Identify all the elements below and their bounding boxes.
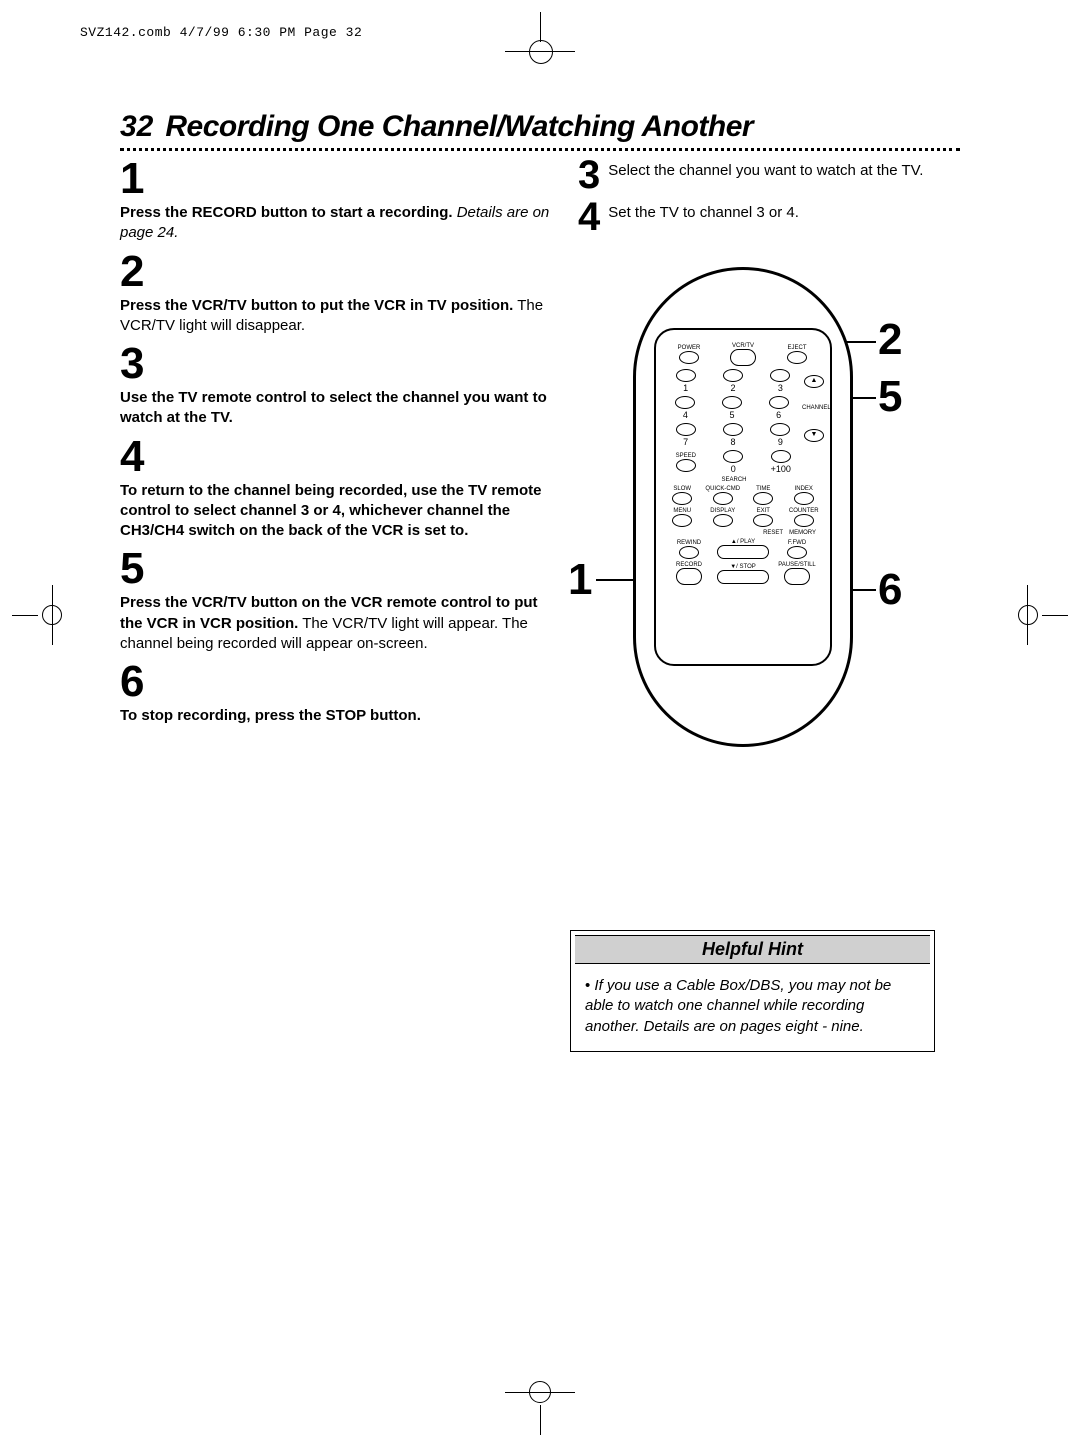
- step-number: 3: [120, 342, 560, 386]
- INDEX-button: [794, 492, 814, 505]
- step-body: Press the RECORD button to start a recor…: [120, 203, 560, 244]
- digit-1-button: [676, 369, 696, 382]
- digit-2-button: [723, 369, 743, 382]
- step-number: 3: [578, 157, 600, 193]
- hint-body: If you use a Cable Box/DBS, you may not …: [571, 968, 934, 1051]
- digit-6-button: [769, 396, 789, 409]
- remote-control: POWERVCR/TVEJECT123456CHANNEL789SPEED0+1…: [633, 267, 853, 747]
- rewind-button: [679, 546, 699, 559]
- step-text: Set the TV to channel 3 or 4.: [608, 199, 799, 223]
- hint-title: Helpful Hint: [575, 935, 930, 964]
- digit-5-button: [722, 396, 742, 409]
- digit-button: [723, 450, 743, 463]
- step-body: Press the VCR/TV button on the VCR remot…: [120, 593, 560, 654]
- digit-8-button: [723, 423, 743, 436]
- channel-down-button: [804, 429, 824, 442]
- page-content: 32 Recording One Channel/Watching Anothe…: [120, 110, 960, 787]
- EJECT-button: [787, 351, 807, 364]
- step-body: Use the TV remote control to select the …: [120, 388, 560, 429]
- callout-2: 2: [878, 315, 902, 365]
- VCR/TV-button: [730, 349, 756, 366]
- EXIT-button: [753, 514, 773, 527]
- channel-up-button: [804, 375, 824, 388]
- play-button: [717, 545, 769, 559]
- step-body: To return to the channel being recorded,…: [120, 481, 560, 542]
- diagram-column: 3 Select the channel you want to watch a…: [578, 157, 958, 787]
- step-number: 5: [120, 547, 560, 591]
- DISPLAY-button: [713, 514, 733, 527]
- instruction-step: 3 Use the TV remote control to select th…: [120, 342, 560, 429]
- instruction-step: 1 Press the RECORD button to start a rec…: [120, 157, 560, 244]
- step-body: To stop recording, press the STOP button…: [120, 706, 560, 726]
- TIME-button: [753, 492, 773, 505]
- step-number: 6: [120, 660, 560, 704]
- summary-step: 3 Select the channel you want to watch a…: [578, 157, 958, 195]
- step-number: 4: [578, 199, 600, 235]
- step-number: 1: [120, 157, 560, 201]
- callout-1: 1: [568, 555, 592, 605]
- hint-item: If you use a Cable Box/DBS, you may not …: [585, 976, 920, 1037]
- digit-7-button: [676, 423, 696, 436]
- SLOW-button: [672, 492, 692, 505]
- helpful-hint-box: Helpful Hint If you use a Cable Box/DBS,…: [570, 930, 935, 1052]
- summary-step: 4 Set the TV to channel 3 or 4.: [578, 199, 958, 237]
- COUNTER-button: [794, 514, 814, 527]
- page-slug: SVZ142.comb 4/7/99 6:30 PM Page 32: [80, 25, 362, 40]
- title-dots: [120, 148, 960, 151]
- instruction-step: 6 To stop recording, press the STOP butt…: [120, 660, 560, 726]
- step-text: Select the channel you want to watch at …: [608, 157, 923, 181]
- stop-button: [717, 570, 769, 584]
- remote-diagram: 1 2 5 6 POWERVCR/TVEJECT123456CHANNEL789…: [578, 267, 958, 787]
- callout-5: 5: [878, 372, 902, 422]
- instruction-step: 5 Press the VCR/TV button on the VCR rem…: [120, 547, 560, 654]
- QUICK-CMD-button: [713, 492, 733, 505]
- step-number: 2: [120, 250, 560, 294]
- digit-3-button: [770, 369, 790, 382]
- step-number: 4: [120, 435, 560, 479]
- callout-6: 6: [878, 565, 902, 615]
- POWER-button: [679, 351, 699, 364]
- digit-4-button: [675, 396, 695, 409]
- digit-9-button: [770, 423, 790, 436]
- f.fwd-button: [787, 546, 807, 559]
- page-title: Recording One Channel/Watching Another: [165, 110, 753, 144]
- record-button: [676, 568, 702, 585]
- MENU-button: [672, 514, 692, 527]
- speed-button: [676, 459, 696, 472]
- instructions-column: 1 Press the RECORD button to start a rec…: [120, 157, 560, 787]
- instruction-step: 2 Press the VCR/TV button to put the VCR…: [120, 250, 560, 337]
- page-number: 32: [120, 110, 153, 144]
- pause/still-button: [784, 568, 810, 585]
- instruction-step: 4 To return to the channel being recorde…: [120, 435, 560, 542]
- step-body: Press the VCR/TV button to put the VCR i…: [120, 296, 560, 337]
- digit-button: [771, 450, 791, 463]
